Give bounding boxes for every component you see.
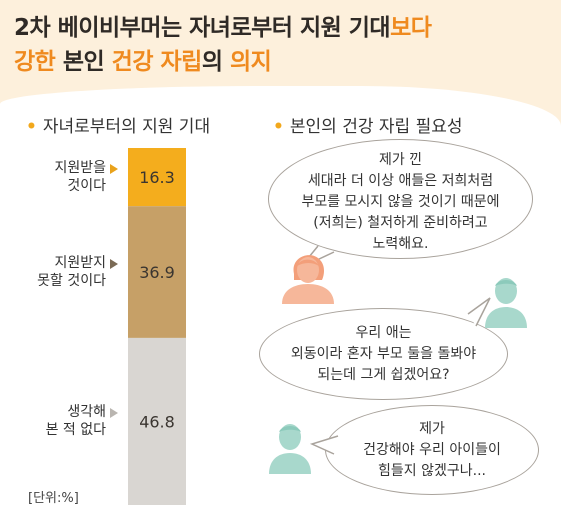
quote-line: 제가 xyxy=(419,421,445,437)
legend-right-label: 본인의 건강 자립 필요성 xyxy=(289,117,463,137)
title-part: 본인 xyxy=(55,49,112,75)
quote-line: 부모를 모시지 않을 것이기 때문에 xyxy=(301,194,500,210)
bar-value-label: 36.9 xyxy=(139,263,175,282)
quote-bubble-3: 제가 건강해야 우리 아이들이 힘들지 않겠구나... xyxy=(325,405,539,495)
category-label-line: 지원받지 xyxy=(54,255,106,272)
man-icon xyxy=(269,424,311,474)
bar-value-label: 46.8 xyxy=(139,412,175,431)
category-label-line: 못할 것이다 xyxy=(37,273,106,290)
quote-bubble-2: 우리 애는 외동이라 혼자 부모 둘을 돌봐야 되는데 그게 쉽겠어요? xyxy=(259,308,508,400)
title-line-1: 2차 베이비부머는 자녀로부터 지원 기대보다 xyxy=(14,8,432,42)
quote-line: 노력해요. xyxy=(372,236,429,252)
title-part: 2차 베이비부머는 자녀로부터 지원 기대 xyxy=(14,15,391,41)
quote-line: 건강해야 우리 아이들이 xyxy=(363,442,501,458)
legend-right: • 본인의 건강 자립 필요성 xyxy=(273,112,463,137)
quote-line: 되는데 그게 쉽겠어요? xyxy=(317,367,450,383)
man-icon xyxy=(485,278,527,328)
category-label: 생각해 본 적 없다 xyxy=(46,403,106,439)
pointer-arrow-icon xyxy=(110,408,118,419)
legend-bullet-icon: • xyxy=(273,117,284,137)
bubble-tail xyxy=(309,435,339,455)
title-part: 강한 xyxy=(14,49,56,75)
bar-value-label: 16.3 xyxy=(139,168,175,187)
legend-left: • 자녀로부터의 지원 기대 xyxy=(26,112,210,137)
title-part: 의지 xyxy=(230,49,272,75)
header: 2차 베이비부머는 자녀로부터 지원 기대보다 강한 본인 건강 자립의 의지 xyxy=(0,0,561,92)
bar-segment xyxy=(128,148,186,207)
title-part: 보다 xyxy=(390,15,432,41)
category-label: 지원받을 것이다 xyxy=(54,159,106,195)
bar-segment xyxy=(128,206,186,338)
category-label-line: 것이다 xyxy=(67,178,106,195)
pointer-arrow-icon xyxy=(110,259,118,270)
bar-segment xyxy=(128,337,186,505)
quote-line: 제가 낀 xyxy=(378,152,423,168)
category-label-line: 지원받을 xyxy=(54,160,106,177)
quote-line: 우리 애는 xyxy=(355,325,412,341)
quote-bubble-1: 제가 낀 세대라 더 이상 애들은 저희처럼 부모를 모시지 않을 것이기 때문… xyxy=(268,139,533,259)
category-label: 지원받지 못할 것이다 xyxy=(37,254,106,290)
title-line-2: 강한 본인 건강 자립의 의지 xyxy=(14,42,272,76)
quote-line: (저희는) 철저하게 준비하려고 xyxy=(313,215,488,231)
woman-icon xyxy=(282,255,334,304)
pointer-arrow-icon xyxy=(110,164,118,175)
legend-bullet-icon: • xyxy=(26,117,37,137)
quote-line: 세대라 더 이상 애들은 저희처럼 xyxy=(307,173,494,189)
unit-label: [단위:%] xyxy=(28,491,79,506)
title-part: 건강 자립 xyxy=(111,49,203,75)
bubble-tail xyxy=(467,297,491,327)
category-label-line: 본 적 없다 xyxy=(45,422,106,439)
legend-left-label: 자녀로부터의 지원 기대 xyxy=(42,117,211,137)
title-part: 의 xyxy=(201,49,230,75)
quote-line: 외동이라 혼자 부모 둘을 돌봐야 xyxy=(290,346,477,362)
category-label-line: 생각해 xyxy=(67,404,106,421)
quote-line: 힘들지 않겠구나... xyxy=(378,463,486,479)
